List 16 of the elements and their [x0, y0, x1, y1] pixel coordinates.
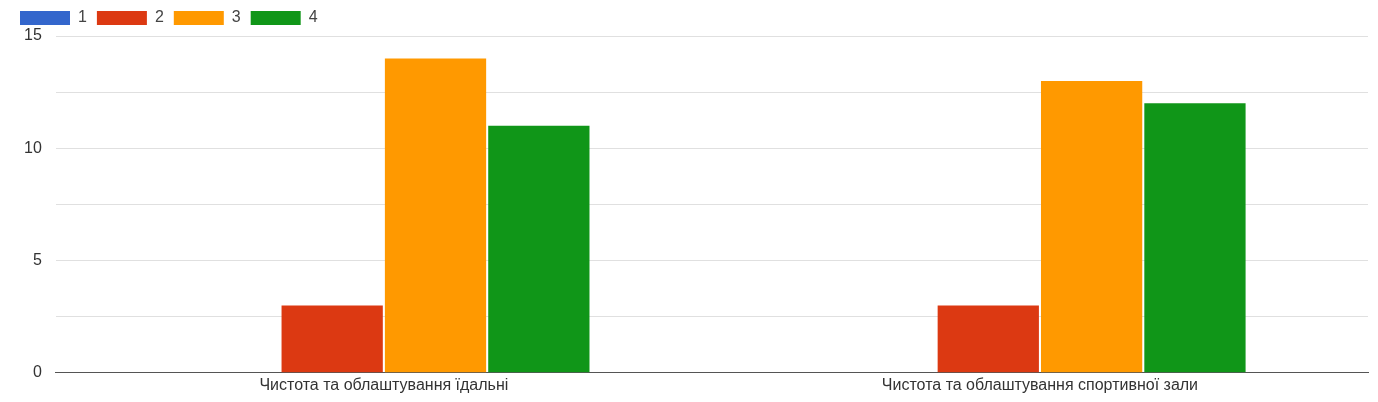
y-tick-label: 10 — [24, 138, 42, 156]
bar — [488, 125, 590, 373]
bar — [384, 58, 487, 373]
x-tick-label: Чистота та облаштування їдальні — [259, 375, 509, 393]
y-tick-label: 0 — [32, 363, 42, 381]
bar — [281, 305, 383, 373]
legend-label: 2 — [154, 8, 164, 26]
legend-label: 1 — [78, 8, 87, 26]
legend-label: 4 — [308, 8, 318, 26]
x-tick-label: Чистота та облаштування спортивної зали — [881, 375, 1199, 393]
y-tick-label: 15 — [24, 26, 42, 44]
legend-label: 3 — [231, 8, 241, 26]
bar — [1144, 103, 1246, 373]
bar — [937, 305, 1039, 373]
bar — [1040, 80, 1143, 373]
y-tick-label: 5 — [32, 250, 42, 268]
